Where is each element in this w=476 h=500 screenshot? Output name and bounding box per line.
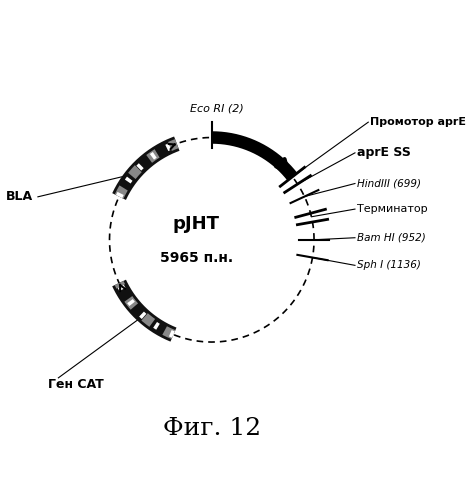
Text: Eco RI (2): Eco RI (2) <box>190 104 244 114</box>
Text: Фиг. 12: Фиг. 12 <box>163 418 261 440</box>
Text: pJHT: pJHT <box>173 216 220 234</box>
Text: BLA: BLA <box>6 190 33 203</box>
Text: HindIII (699): HindIII (699) <box>357 178 421 188</box>
Text: 5965 п.н.: 5965 п.н. <box>160 251 233 265</box>
Text: Ген CAT: Ген CAT <box>48 378 104 391</box>
Text: Терминатор: Терминатор <box>357 204 427 214</box>
Text: Промотор aprE: Промотор aprE <box>370 117 466 127</box>
Text: Sph I (1136): Sph I (1136) <box>357 260 421 270</box>
Text: Bam HI (952): Bam HI (952) <box>357 232 426 242</box>
Text: aprE SS: aprE SS <box>357 146 411 160</box>
